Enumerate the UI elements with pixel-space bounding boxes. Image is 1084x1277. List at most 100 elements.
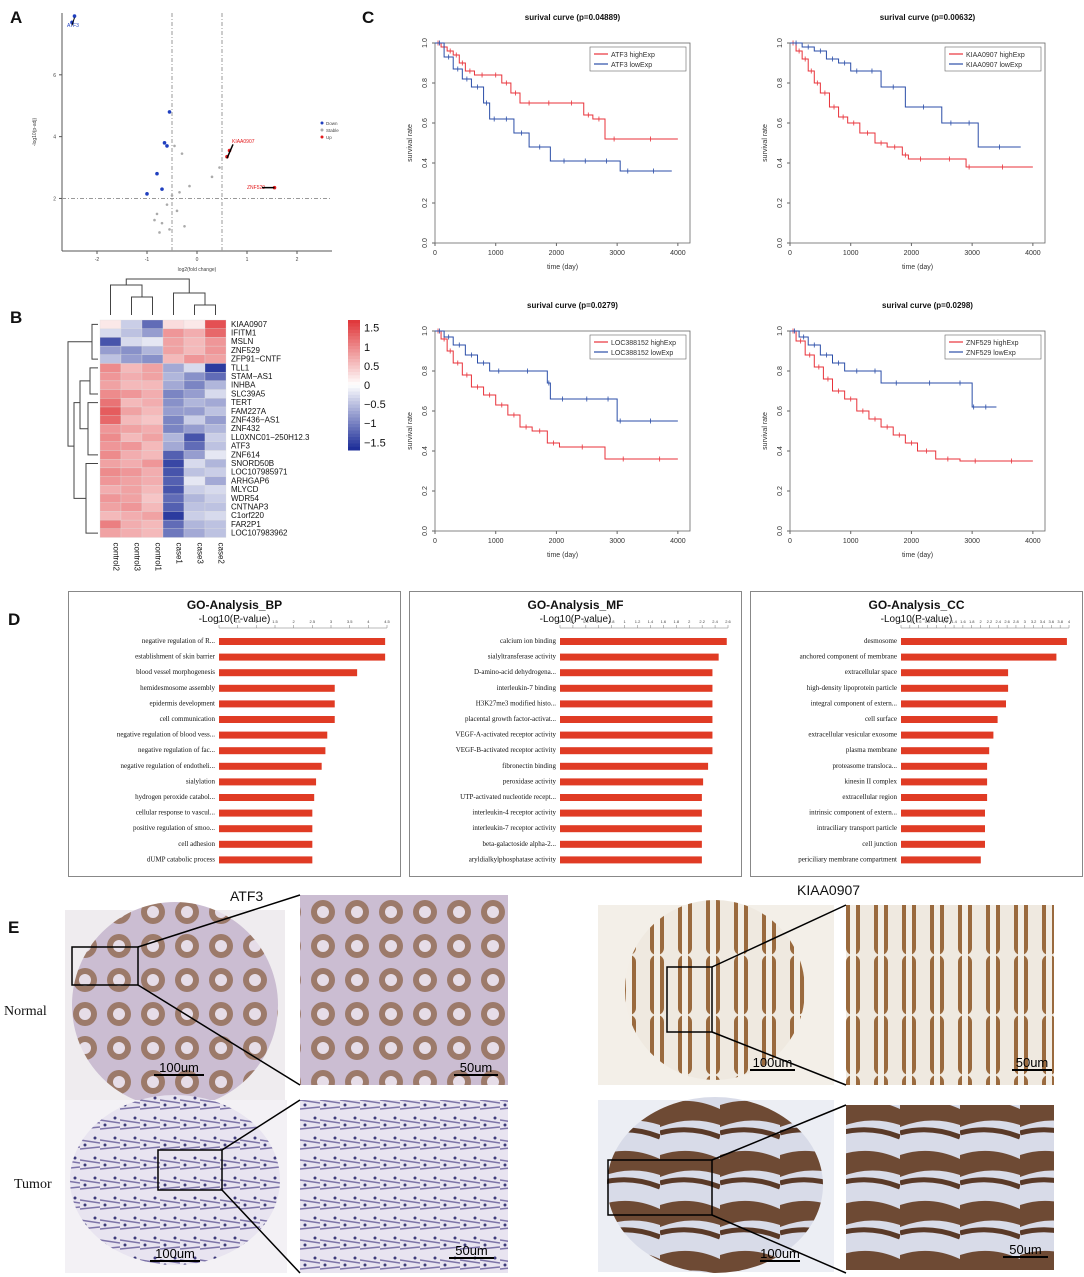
scale-label: 50um <box>460 1060 493 1075</box>
heatmap-cell <box>204 415 227 425</box>
heatmap-cell <box>141 519 164 529</box>
heatmap-cell <box>183 415 206 425</box>
go-mf-title: GO-Analysis_MF <box>527 598 624 612</box>
y-tick-label: 0.6 <box>777 406 784 416</box>
x-tick-label: 2.4 <box>995 619 1001 624</box>
go-bar <box>560 684 713 692</box>
legend-tick-label: −1.5 <box>364 437 386 449</box>
legend-box <box>944 46 1042 72</box>
y-tick-label: 0.0 <box>777 238 784 248</box>
x-tick-label: 1.6 <box>960 619 966 624</box>
ihc-gene-atf3: ATF3 <box>230 888 264 904</box>
x-tick-label: 0 <box>788 538 792 545</box>
ihc-gene-kiaa0907: KIAA0907 <box>797 882 861 898</box>
heatmap-cell <box>204 485 227 495</box>
heatmap-cell <box>141 485 164 495</box>
go-term-label: extracellular region <box>842 793 897 801</box>
x-tick-label: 2 <box>979 619 982 624</box>
heatmap-cell <box>162 406 185 416</box>
legend-label: LOC388152 lowExp <box>611 350 673 357</box>
heatmap-cell <box>120 337 143 347</box>
volcano-point <box>167 110 172 114</box>
heatmap-cell <box>162 450 185 460</box>
volcano-point <box>165 144 169 148</box>
row-dendrogram <box>91 323 98 360</box>
ihc-atf3-normal-zoom <box>300 895 508 1085</box>
go-bar <box>219 825 313 833</box>
go-bar <box>219 794 315 801</box>
heatmap-cell <box>162 337 185 347</box>
go-bar <box>560 794 702 801</box>
x-tick-label: 2 <box>296 257 299 263</box>
volcano-point <box>178 190 181 194</box>
x-tick-label: 1.6 <box>661 619 667 624</box>
legend-gradient-step <box>348 407 360 412</box>
go-bar <box>560 856 702 864</box>
heatmap-cell <box>99 363 122 373</box>
heatmap-cell <box>141 372 164 382</box>
go-bar <box>560 809 702 817</box>
heatmap-row-label: LOC107985971 <box>231 468 288 477</box>
go-cc-chart: 0 0.4 0.6 0.8 1 1.2 1.4 1.6 1.8 2 2.2 2.4 2.6 2.8 3 3.2… <box>798 619 1071 864</box>
legend-label: Down <box>326 121 338 126</box>
x-tick-label: 4000 <box>1025 538 1041 545</box>
volcano-label-znf529: ZNF529 <box>247 185 265 191</box>
go-bp-box: GO-Analysis_BP -Log10(P-value) 0 0.5 1 1.5 2… <box>68 591 401 877</box>
x-tick-label: 4000 <box>670 538 686 545</box>
legend-box <box>944 334 1042 360</box>
heatmap-cell <box>141 415 164 425</box>
heatmap-cell <box>162 424 185 434</box>
x-tick-label: 0.5 <box>235 619 241 624</box>
zoom-connector <box>137 984 301 1086</box>
ihc-kiaa-normal-zoom <box>846 905 1054 1085</box>
legend-gradient-step <box>348 446 360 451</box>
legend-gradient-step <box>348 437 360 441</box>
heatmap-cell <box>99 519 122 529</box>
scale-label: 100um <box>753 1055 793 1070</box>
x-tick-label: 0.8 <box>925 619 931 624</box>
x-tick-label: 1000 <box>488 250 504 257</box>
heatmap-cell <box>99 450 122 460</box>
heatmap-cell <box>183 406 206 416</box>
zoom-box <box>157 1149 223 1191</box>
go-term-label: periciliary membrane compartment <box>798 855 897 863</box>
heatmap-cell <box>183 502 206 512</box>
legend-gradient-step <box>348 359 360 363</box>
legend-gradient-step <box>348 339 360 344</box>
km-curve-kiaa0907: surival curve (p=0.00632) 0 1000 2000 3000 40… <box>762 13 1046 271</box>
y-tick-label: 0.2 <box>422 486 429 496</box>
legend-gradient-step <box>348 320 360 324</box>
heatmap-cell <box>120 493 143 503</box>
legend-gradient-step <box>348 427 360 431</box>
legend-gradient-step <box>348 362 360 366</box>
volcano-point <box>170 194 174 197</box>
heatmap-cell <box>204 450 227 460</box>
heatmap-cell <box>141 432 164 442</box>
go-bar <box>219 653 386 661</box>
x-tick-label: 3 <box>1024 619 1027 624</box>
zoom-connector <box>711 1104 847 1161</box>
row-dendrogram <box>67 341 92 447</box>
km-series-line <box>790 330 1033 462</box>
go-bar <box>560 840 702 848</box>
heatmap-cell <box>141 319 164 329</box>
volcano-point <box>175 209 179 213</box>
panel-letter-a: A <box>10 8 23 27</box>
legend-marker <box>320 135 324 139</box>
go-mf-axis-title: -Log10(P-value) <box>539 614 612 625</box>
legend-gradient-step <box>348 401 360 405</box>
x-label: time (day) <box>902 264 933 271</box>
heatmap-row-label: ARHGAP6 <box>231 476 270 485</box>
legend-gradient-step <box>348 336 360 340</box>
heatmap-cell <box>141 528 164 538</box>
y-tick-label: 0.4 <box>422 158 429 168</box>
heatmap-cell <box>183 337 206 347</box>
heatmap-cell <box>162 354 185 364</box>
x-tick-label: 3.2 <box>1031 619 1037 624</box>
legend-gradient-step <box>348 404 360 409</box>
y-tick-label: 0.0 <box>422 238 429 248</box>
heatmap-cell <box>204 511 227 521</box>
go-bar <box>219 700 335 708</box>
go-bar <box>901 794 988 801</box>
legend-label: Up <box>326 135 332 140</box>
